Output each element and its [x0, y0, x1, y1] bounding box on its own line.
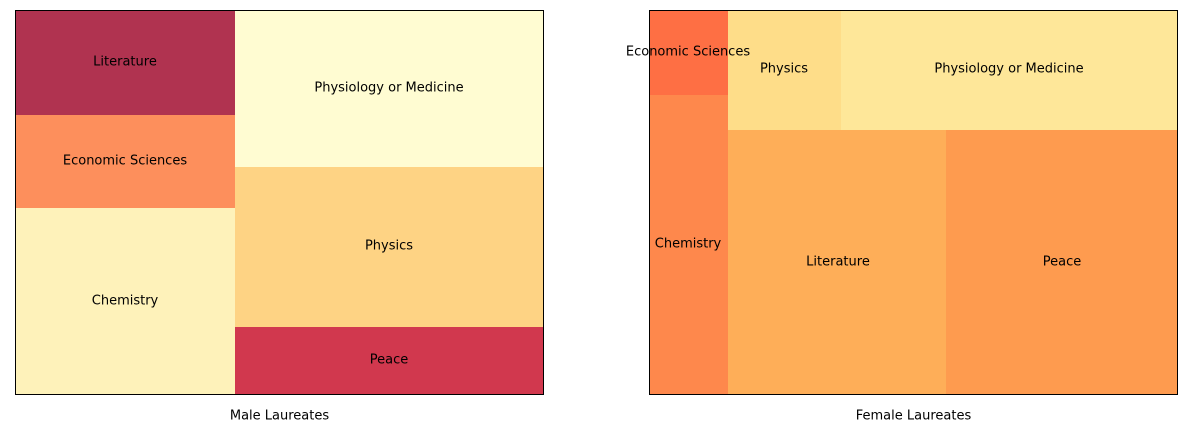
treemap-cell-physiology-or-medicine — [235, 10, 544, 167]
axes-frame — [649, 10, 1178, 395]
treemap-cell-label-peace: Peace — [370, 353, 409, 368]
treemap-cell-label-physiology-or-medicine: Physiology or Medicine — [314, 81, 463, 96]
treemap-cell-label-economic-sciences: Economic Sciences — [626, 45, 750, 60]
treemap-cell-label-economic-sciences: Economic Sciences — [63, 154, 187, 169]
treemap-cell-label-literature: Literature — [93, 55, 157, 70]
treemap-cell-label-peace: Peace — [1043, 255, 1082, 270]
treemap-cell-label-physiology-or-medicine: Physiology or Medicine — [934, 62, 1083, 77]
treemap-cell-peace — [235, 327, 544, 395]
axes-frame — [15, 10, 544, 395]
treemap-cell-chemistry — [15, 208, 235, 395]
treemap-cell-label-chemistry: Chemistry — [655, 237, 722, 252]
treemap-cell-physiology-or-medicine — [841, 10, 1178, 130]
treemap-cell-peace — [946, 130, 1178, 395]
treemap-cell-label-physics: Physics — [365, 239, 413, 254]
treemap-cell-economic-sciences — [15, 115, 235, 208]
treemap-cell-literature — [728, 130, 946, 395]
treemap-cell-economic-sciences — [649, 10, 728, 95]
treemap-cell-physics — [235, 167, 544, 327]
x-axis-label: Male Laureates — [230, 409, 329, 424]
treemap-cell-label-physics: Physics — [760, 62, 808, 77]
x-axis-label: Female Laureates — [856, 409, 972, 424]
treemap-panel-female-laureates: Economic Sciences Chemistry Physics Physiol… — [626, 10, 1178, 424]
treemap-cell-physics — [728, 10, 841, 130]
treemap-panel-male-laureates: Literature Economic Sciences Chemistry Phys… — [15, 10, 544, 424]
treemap-cell-label-literature: Literature — [806, 255, 870, 270]
treemap-cell-chemistry — [649, 95, 728, 395]
treemap-cell-label-chemistry: Chemistry — [92, 294, 159, 309]
treemap-cell-literature — [15, 10, 235, 115]
